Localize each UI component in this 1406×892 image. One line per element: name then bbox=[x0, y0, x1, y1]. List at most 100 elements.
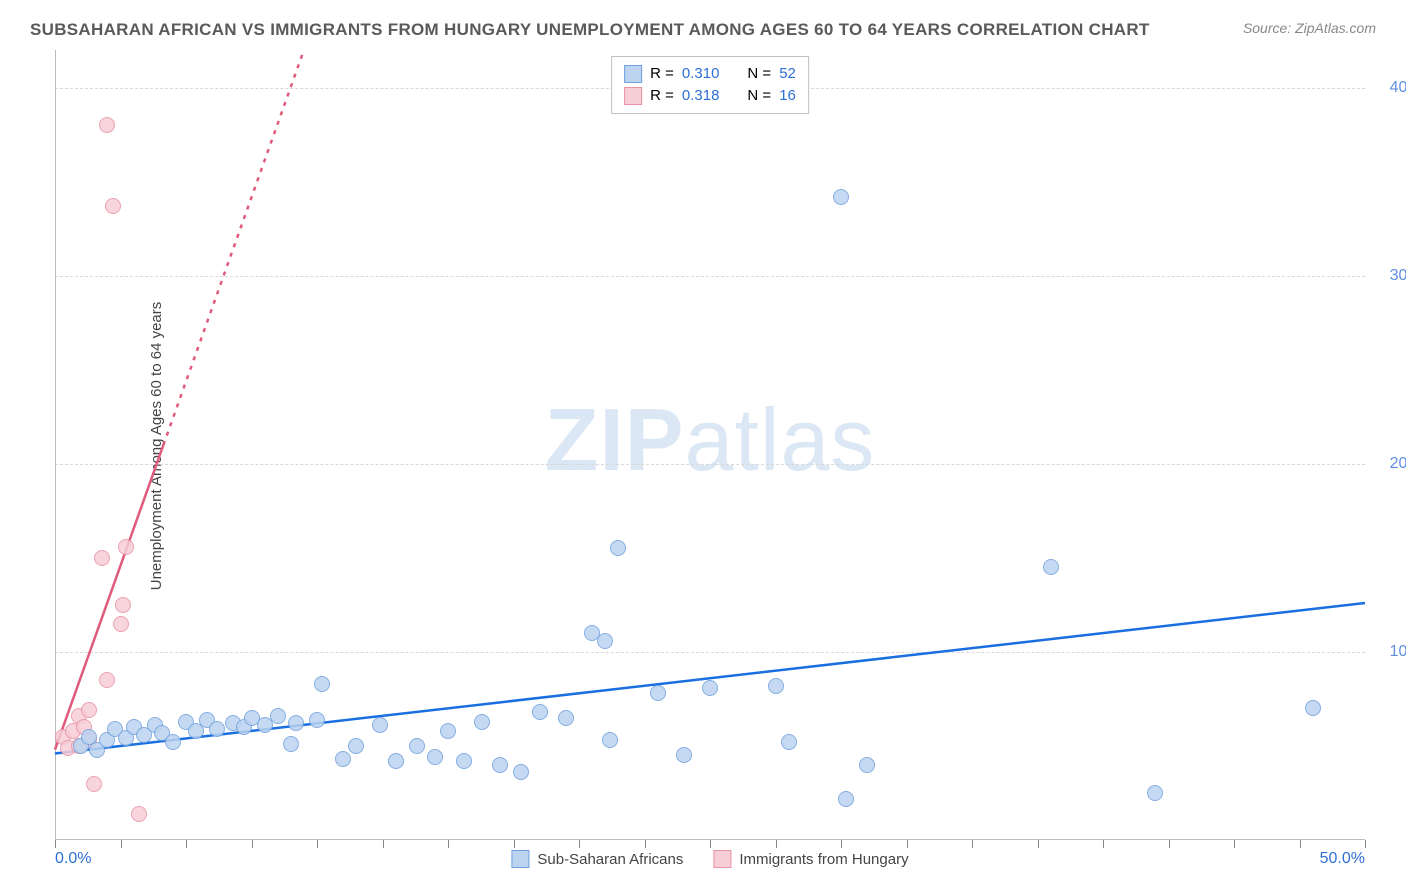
data-point bbox=[833, 189, 849, 205]
data-point bbox=[558, 710, 574, 726]
data-point bbox=[513, 764, 529, 780]
y-tick-label: 30.0% bbox=[1375, 267, 1406, 285]
data-point bbox=[409, 738, 425, 754]
data-point bbox=[1147, 785, 1163, 801]
x-tick bbox=[1365, 840, 1366, 848]
data-point bbox=[602, 732, 618, 748]
x-tick bbox=[972, 840, 973, 848]
data-point bbox=[838, 791, 854, 807]
scatter-plot: ZIPatlas 10.0%20.0%30.0%40.0% 0.0%50.0% … bbox=[55, 50, 1365, 840]
legend-swatch-blue bbox=[624, 65, 642, 83]
legend-R-value-1: 0.318 bbox=[682, 85, 720, 107]
legend-swatch-pink bbox=[624, 87, 642, 105]
legend-R-label: R = bbox=[650, 63, 674, 85]
data-point bbox=[270, 708, 286, 724]
x-tick bbox=[1103, 840, 1104, 848]
x-tick-label: 0.0% bbox=[55, 850, 91, 868]
data-point bbox=[288, 715, 304, 731]
x-tick bbox=[514, 840, 515, 848]
data-point bbox=[372, 717, 388, 733]
watermark-light: atlas bbox=[685, 390, 876, 489]
x-tick bbox=[252, 840, 253, 848]
legend-series: Sub-Saharan Africans Immigrants from Hun… bbox=[511, 850, 908, 868]
data-point bbox=[209, 721, 225, 737]
data-point bbox=[427, 749, 443, 765]
gridline bbox=[55, 464, 1365, 465]
x-tick bbox=[1038, 840, 1039, 848]
x-tick bbox=[186, 840, 187, 848]
data-point bbox=[314, 676, 330, 692]
legend-stats-row: R = 0.310 N = 52 bbox=[624, 63, 796, 85]
legend-stats: R = 0.310 N = 52 R = 0.318 N = 16 bbox=[611, 56, 809, 114]
data-point bbox=[118, 539, 134, 555]
data-point bbox=[597, 633, 613, 649]
x-tick bbox=[1234, 840, 1235, 848]
data-point bbox=[781, 734, 797, 750]
data-point bbox=[859, 757, 875, 773]
data-point bbox=[492, 757, 508, 773]
data-point bbox=[335, 751, 351, 767]
data-point bbox=[348, 738, 364, 754]
data-point bbox=[165, 734, 181, 750]
legend-series-label: Immigrants from Hungary bbox=[739, 851, 908, 868]
data-point bbox=[99, 117, 115, 133]
data-point bbox=[610, 540, 626, 556]
x-tick bbox=[710, 840, 711, 848]
data-point bbox=[650, 685, 666, 701]
legend-R-value-0: 0.310 bbox=[682, 63, 720, 85]
data-point bbox=[81, 702, 97, 718]
legend-series-label: Sub-Saharan Africans bbox=[537, 851, 683, 868]
data-point bbox=[702, 680, 718, 696]
data-point bbox=[474, 714, 490, 730]
watermark: ZIPatlas bbox=[545, 389, 876, 491]
data-point bbox=[113, 616, 129, 632]
chart-title: SUBSAHARAN AFRICAN VS IMMIGRANTS FROM HU… bbox=[30, 20, 1150, 40]
data-point bbox=[283, 736, 299, 752]
data-point bbox=[1305, 700, 1321, 716]
y-tick-label: 40.0% bbox=[1375, 79, 1406, 97]
x-tick-label: 50.0% bbox=[1320, 850, 1365, 868]
x-tick bbox=[121, 840, 122, 848]
gridline bbox=[55, 276, 1365, 277]
legend-R-label: R = bbox=[650, 85, 674, 107]
data-point bbox=[456, 753, 472, 769]
legend-stats-row: R = 0.318 N = 16 bbox=[624, 85, 796, 107]
data-point bbox=[768, 678, 784, 694]
watermark-bold: ZIP bbox=[545, 390, 685, 489]
gridline bbox=[55, 652, 1365, 653]
data-point bbox=[532, 704, 548, 720]
legend-item: Sub-Saharan Africans bbox=[511, 850, 683, 868]
data-point bbox=[131, 806, 147, 822]
data-point bbox=[676, 747, 692, 763]
data-point bbox=[309, 712, 325, 728]
x-tick bbox=[841, 840, 842, 848]
legend-N-value-0: 52 bbox=[779, 63, 796, 85]
x-tick bbox=[776, 840, 777, 848]
data-point bbox=[440, 723, 456, 739]
y-axis bbox=[55, 50, 56, 840]
x-tick bbox=[1169, 840, 1170, 848]
data-point bbox=[1043, 559, 1059, 575]
x-tick bbox=[907, 840, 908, 848]
legend-swatch-blue bbox=[511, 850, 529, 868]
x-tick bbox=[448, 840, 449, 848]
legend-N-label: N = bbox=[747, 85, 771, 107]
source-attribution: Source: ZipAtlas.com bbox=[1243, 20, 1376, 36]
x-tick bbox=[1300, 840, 1301, 848]
legend-swatch-pink bbox=[713, 850, 731, 868]
y-tick-label: 20.0% bbox=[1375, 455, 1406, 473]
x-tick bbox=[579, 840, 580, 848]
y-tick-label: 10.0% bbox=[1375, 643, 1406, 661]
x-tick bbox=[645, 840, 646, 848]
data-point bbox=[99, 672, 115, 688]
legend-item: Immigrants from Hungary bbox=[713, 850, 908, 868]
x-tick bbox=[383, 840, 384, 848]
data-point bbox=[86, 776, 102, 792]
data-point bbox=[388, 753, 404, 769]
data-point bbox=[115, 597, 131, 613]
x-tick bbox=[317, 840, 318, 848]
data-point bbox=[105, 198, 121, 214]
data-point bbox=[94, 550, 110, 566]
legend-N-value-1: 16 bbox=[779, 85, 796, 107]
x-tick bbox=[55, 840, 56, 848]
